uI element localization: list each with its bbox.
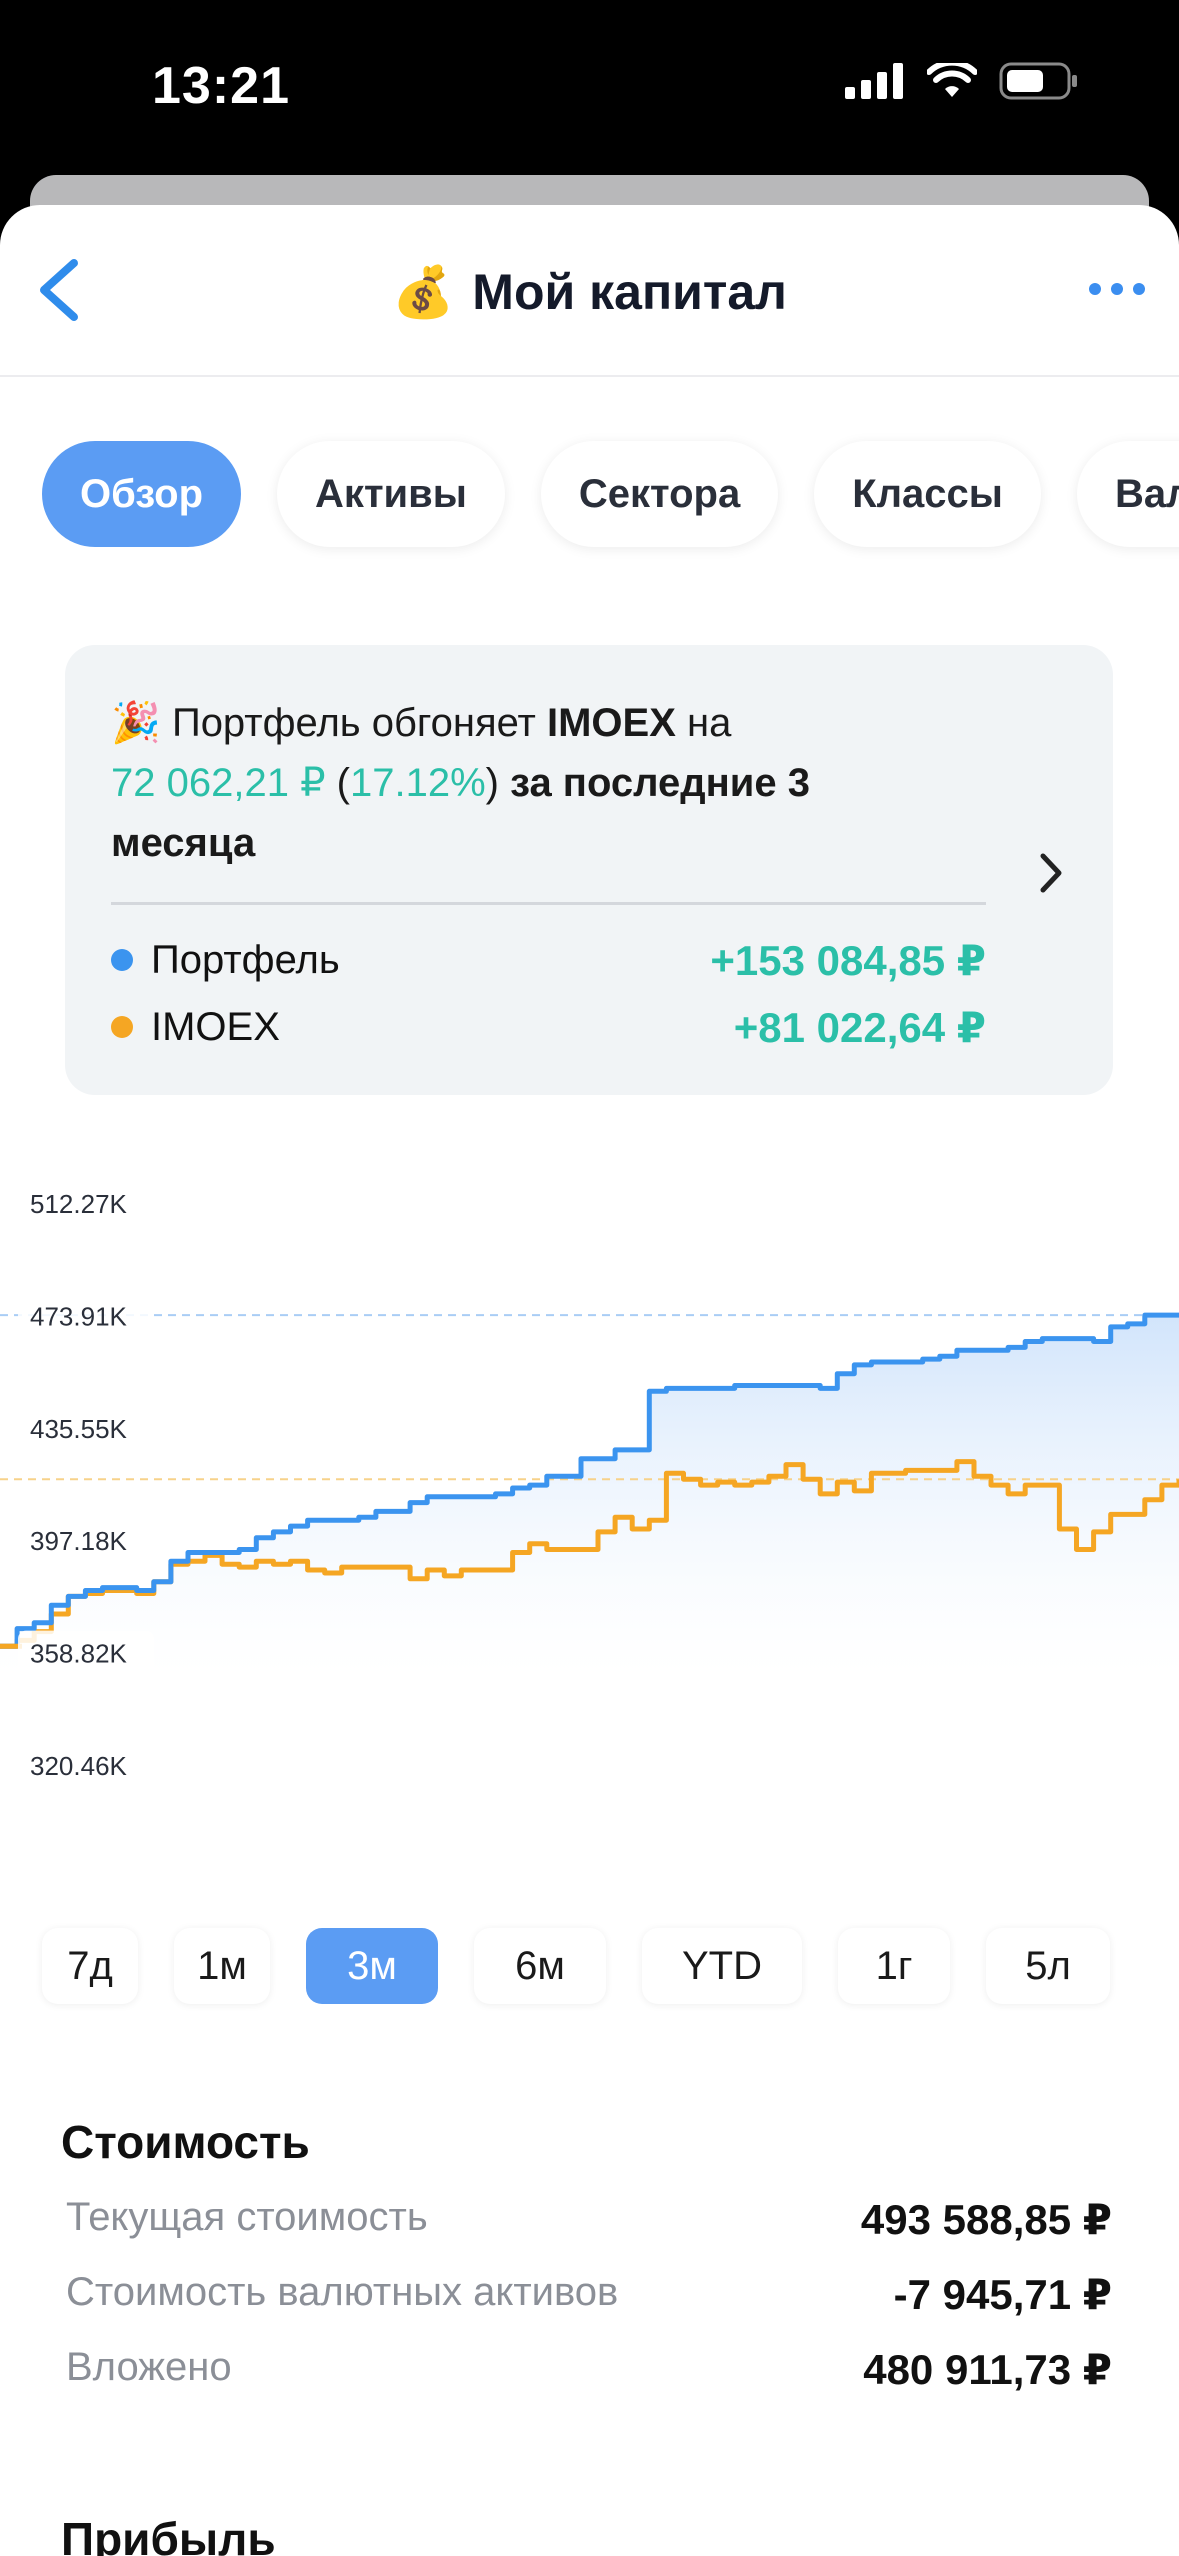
summary-suffix: за последние 3 месяца <box>111 761 810 865</box>
series-line-portfolio <box>0 1312 1179 1649</box>
svg-text:397.18K: 397.18K <box>30 1526 128 1556</box>
paren-open: ( <box>336 761 350 805</box>
svg-text:320.46K: 320.46K <box>30 1751 128 1781</box>
currency-assets-value: -7 945,71 ₽ <box>893 2271 1112 2318</box>
range-5y[interactable]: 5л <box>986 1928 1110 2004</box>
current-value-label: Текущая стоимость <box>66 2195 428 2239</box>
benchmark-name: IMOEX <box>546 701 676 745</box>
cellular-signal-icon <box>845 63 903 99</box>
outperformance-amount: 72 062,21 ₽ <box>111 761 326 805</box>
page-title: 💰 Мой капитал <box>0 263 1179 322</box>
money-bag-icon: 💰 <box>392 264 455 320</box>
legend-portfolio-value: +153 084,85 ₽ <box>710 936 986 984</box>
paren-close: ) <box>485 761 499 805</box>
range-7d[interactable]: 7д <box>42 1928 138 2004</box>
range-3m[interactable]: 3м <box>306 1928 438 2004</box>
legend-portfolio-label: Портфель <box>151 937 340 982</box>
segment-tabs: Обзор Активы Сектора Классы Валюты <box>42 441 1179 547</box>
legend-imoex-label: IMOEX <box>151 1004 280 1049</box>
svg-text:435.55K: 435.55K <box>30 1414 128 1444</box>
svg-text:512.27K: 512.27K <box>30 1189 128 1219</box>
back-chevron-icon[interactable] <box>32 255 92 325</box>
y-tick-label: 397.18K <box>18 1518 154 1561</box>
summary-on: на <box>687 701 732 745</box>
svg-text:473.91K: 473.91K <box>30 1301 128 1331</box>
y-tick-label: 320.46K <box>18 1743 154 1785</box>
summary-prefix: Портфель обгоняет <box>171 701 536 745</box>
legend-imoex-value: +81 022,64 ₽ <box>733 1003 986 1051</box>
portfolio-sheet: 💰 Мой капитал Обзор Активы Сектора Классы… <box>0 205 1179 2556</box>
current-value-row: Текущая стоимость 493 588,85 ₽ <box>66 2195 1112 2244</box>
current-value: 493 588,85 ₽ <box>860 2196 1112 2243</box>
tab-assets[interactable]: Активы <box>277 441 505 547</box>
chevron-right-icon[interactable] <box>1037 850 1065 896</box>
performance-chart[interactable]: 512.27K 473.91K 435.55K 397.18K 358.82K 320.4… <box>0 1135 1179 1795</box>
comparison-summary: 🎉 Портфель обгоняет IMOEX на 72 062,21 ₽… <box>111 693 911 873</box>
y-tick-label: 358.82K <box>18 1630 154 1673</box>
profit-section-title: Прибыль <box>61 2513 276 2556</box>
navigation-bar: 💰 Мой капитал <box>0 205 1179 377</box>
invested-label: Вложено <box>66 2345 232 2389</box>
invested-value: 480 911,73 ₽ <box>863 2346 1112 2393</box>
range-1y[interactable]: 1г <box>838 1928 950 2004</box>
range-ytd[interactable]: YTD <box>642 1928 802 2004</box>
battery-icon <box>999 62 1077 100</box>
period-selector: 7д 1м 3м 6м YTD 1г 5л <box>42 1928 1110 2004</box>
more-options-icon[interactable] <box>1089 283 1145 295</box>
svg-text:358.82K: 358.82K <box>30 1639 128 1669</box>
card-divider <box>111 902 986 905</box>
range-1m[interactable]: 1м <box>174 1928 270 2004</box>
currency-assets-row: Стоимость валютных активов -7 945,71 ₽ <box>66 2270 1112 2319</box>
y-tick-label: 512.27K <box>18 1181 154 1223</box>
y-tick-label: 473.91K <box>18 1293 154 1336</box>
party-popper-icon: 🎉 <box>111 701 161 745</box>
benchmark-comparison-card[interactable]: 🎉 Портфель обгоняет IMOEX на 72 062,21 ₽… <box>65 645 1113 1095</box>
outperformance-percent: 17.12% <box>349 761 486 805</box>
tab-currencies[interactable]: Валюты <box>1076 441 1179 547</box>
invested-row: Вложено 480 911,73 ₽ <box>66 2345 1112 2394</box>
status-icons <box>845 62 1079 100</box>
legend-portfolio: Портфель +153 084,85 ₽ <box>111 930 986 990</box>
currency-assets-label: Стоимость валютных активов <box>66 2270 619 2314</box>
portfolio-dot-icon <box>111 949 133 971</box>
status-time: 13:21 <box>152 57 290 115</box>
wifi-icon <box>927 63 977 97</box>
portfolio-area <box>0 1315 1179 1675</box>
page-title-text: Мой капитал <box>472 264 787 320</box>
tab-overview[interactable]: Обзор <box>42 441 242 547</box>
y-tick-label: 435.55K <box>18 1405 154 1448</box>
imoex-dot-icon <box>111 1016 133 1038</box>
legend-imoex: IMOEX +81 022,64 ₽ <box>111 997 986 1057</box>
range-6m[interactable]: 6м <box>474 1928 606 2004</box>
value-section-title: Стоимость <box>61 2116 310 2168</box>
status-bar: 13:21 <box>0 0 1179 175</box>
tab-classes[interactable]: Классы <box>814 441 1041 547</box>
tab-sectors[interactable]: Сектора <box>540 441 779 547</box>
